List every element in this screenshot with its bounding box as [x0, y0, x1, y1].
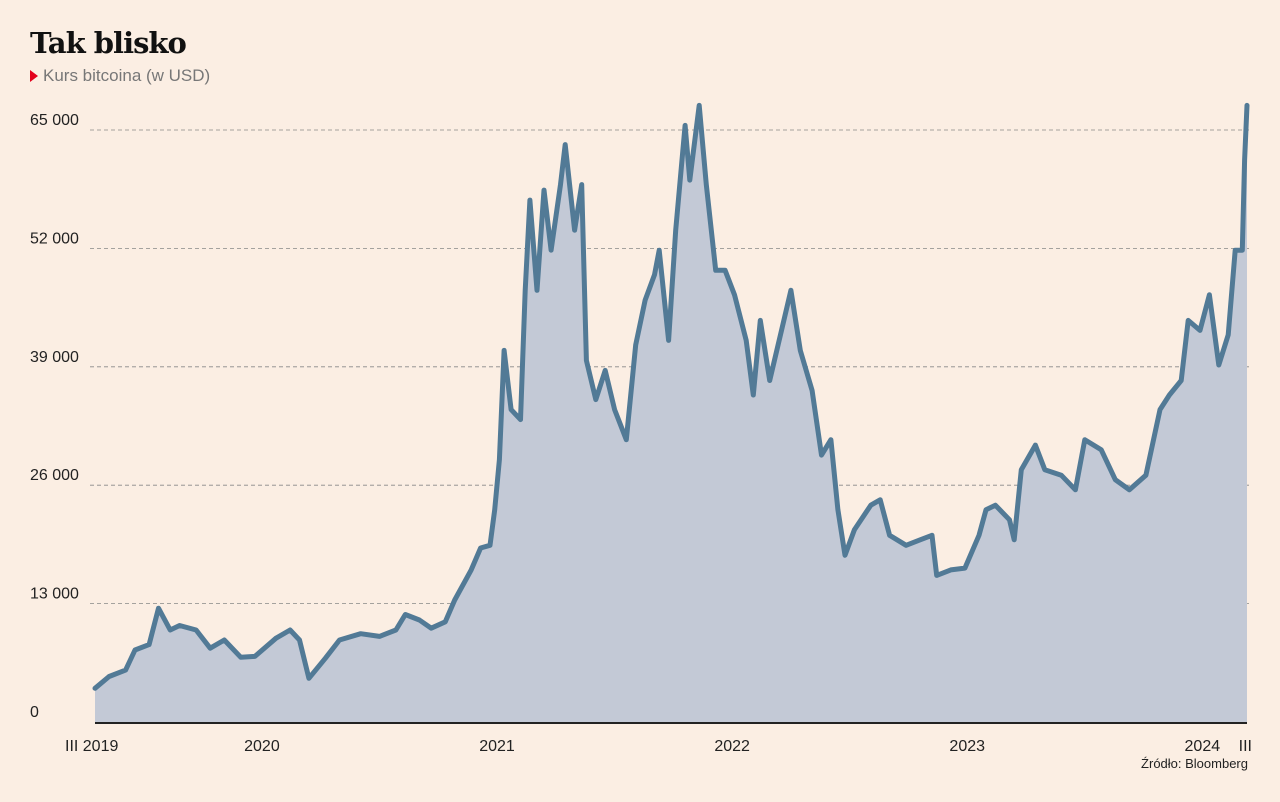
y-tick-label: 65 000 — [30, 112, 79, 129]
x-tick-label: 2022 — [714, 738, 750, 755]
y-tick-label: 13 000 — [30, 586, 79, 603]
x-tick-label: 2020 — [244, 738, 280, 755]
x-tick-labels: III 2019 2020 2021 2022 2023 2024 III — [65, 738, 1252, 755]
x-tick-label: 2024 — [1185, 738, 1221, 755]
y-tick-label: 0 — [30, 704, 39, 721]
x-tick-label: III 2019 — [65, 738, 118, 755]
y-tick-label: 26 000 — [30, 467, 79, 484]
subtitle-text: Kurs bitcoina (w USD) — [43, 66, 211, 85]
x-tick-label: 2021 — [479, 738, 515, 755]
triangle-marker-icon — [30, 70, 38, 82]
x-tick-label: 2023 — [949, 738, 985, 755]
chart-title: Tak blisko — [30, 26, 187, 60]
y-tick-label: 52 000 — [30, 230, 79, 247]
y-tick-labels: 0 13 000 26 000 39 000 52 000 65 000 — [30, 112, 79, 721]
price-line — [92, 102, 1250, 691]
y-tick-label: 39 000 — [30, 349, 79, 366]
x-tick-label: III — [1239, 738, 1252, 755]
source-note: Źródło: Bloomberg — [1141, 756, 1248, 771]
price-area — [95, 105, 1247, 722]
chart-subtitle: Kurs bitcoina (w USD) — [30, 66, 210, 86]
